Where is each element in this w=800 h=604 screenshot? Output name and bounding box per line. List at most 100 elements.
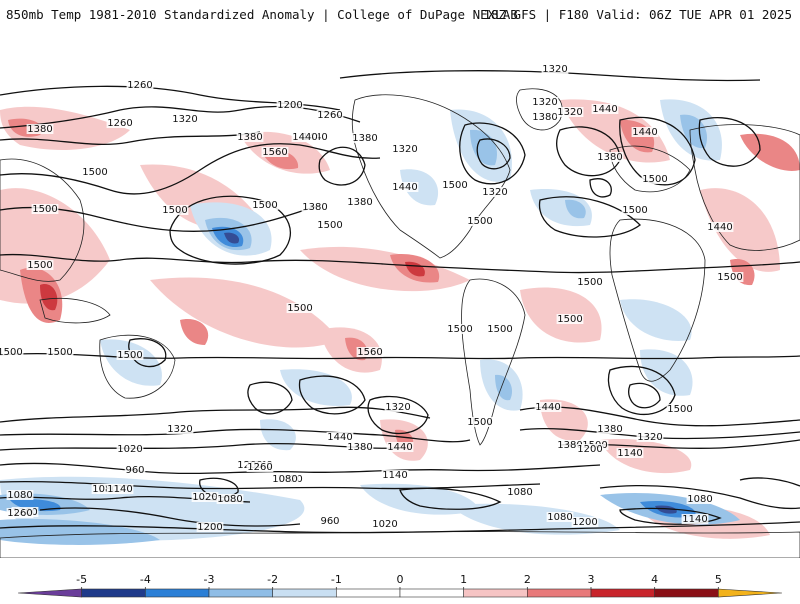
contour-label-bg	[706, 222, 734, 232]
height-contour	[298, 375, 366, 415]
contour-label-bg	[161, 205, 189, 215]
contour-label: 1500	[162, 205, 187, 216]
contour-label-bg	[286, 303, 314, 313]
contour-label: 1320	[557, 107, 582, 118]
australia-coast	[99, 334, 176, 399]
contour-label: 1500	[577, 277, 602, 288]
contour-label: 1200	[577, 444, 602, 455]
height-contour	[459, 122, 526, 185]
contour-label: 1500	[487, 324, 512, 335]
contour-label-bg	[251, 200, 279, 210]
contour-label: 1380	[532, 112, 557, 123]
contour-label: 1500	[252, 200, 277, 211]
contour-label-bg	[316, 220, 344, 230]
contour-label: 1380	[352, 133, 377, 144]
height-contour	[0, 352, 800, 360]
contour-label: 1500	[27, 260, 52, 271]
contour-label: 1080	[687, 494, 712, 505]
contour-label-bg	[686, 494, 714, 504]
height-contour	[0, 462, 601, 475]
height-contour	[0, 406, 431, 423]
contour-label-bg	[631, 127, 659, 137]
contour-label-bg	[276, 100, 304, 110]
warm-anomaly-region	[700, 188, 780, 272]
contour-label-bg	[481, 187, 509, 197]
contour-label: 1200	[197, 522, 222, 533]
contour-label: 1320	[172, 114, 197, 125]
cool-anomaly-region	[10, 499, 61, 512]
cool-anomaly-region	[260, 419, 296, 451]
contour-label-bg	[381, 470, 409, 480]
greenland-coast	[516, 88, 563, 131]
contour-label-bg	[126, 80, 154, 90]
contour-label-bg	[446, 324, 474, 334]
colorbar-segment	[81, 588, 146, 598]
contour-label: 1500	[317, 220, 342, 231]
height-contour	[39, 507, 301, 527]
contour-label: 1380	[597, 424, 622, 435]
colorbar-segment	[399, 588, 464, 598]
colorbar-segment	[654, 588, 719, 598]
contour-label: 1440	[292, 132, 317, 143]
contour-label-bg	[271, 474, 299, 484]
colorbar-tick-label: 2	[524, 573, 531, 586]
contour-label: 1080	[217, 494, 242, 505]
contour-label: 1140	[682, 514, 707, 525]
contour-label-bg	[596, 152, 624, 162]
contour-label: 1440	[592, 104, 617, 115]
colorbar-segment	[272, 588, 337, 598]
contour-label: 1320	[532, 97, 557, 108]
contour-label: 1020	[372, 519, 397, 530]
contour-label-bg	[31, 204, 59, 214]
contour-label: 1500	[467, 216, 492, 227]
height-contour	[599, 484, 800, 510]
contour-label: 1080	[547, 512, 572, 523]
contour-label: 1500	[287, 303, 312, 314]
cool-anomaly-region	[640, 349, 693, 396]
contour-label: 1320	[482, 187, 507, 198]
contour-label-bg	[534, 402, 562, 412]
contour-label-bg	[0, 347, 24, 357]
colorbar-segment	[17, 588, 82, 598]
contour-label-bg	[391, 182, 419, 192]
contour-label-bg	[576, 444, 604, 454]
contour-label-bg	[466, 216, 494, 226]
cool-anomaly-region	[100, 339, 162, 386]
contour-label: 1500	[447, 324, 472, 335]
map-title: 850mb Temp 1981-2010 Standardized Anomal…	[6, 7, 518, 22]
height-contour	[739, 477, 800, 487]
contour-label-bg	[196, 522, 224, 532]
contour-label-bg	[326, 432, 354, 442]
contour-label-bg	[6, 508, 34, 518]
contour-label-bg	[541, 64, 569, 74]
contour-label: 1500	[47, 347, 72, 358]
contour-labels: 1320126012001320126013801260132013801440…	[0, 64, 744, 533]
contour-label: 1020	[192, 492, 217, 503]
height-contour	[318, 146, 366, 186]
colorbar-tick-label: 4	[651, 573, 658, 586]
height-contour	[698, 116, 761, 167]
colorbar-segment	[527, 588, 592, 598]
colorbar-segment	[463, 588, 528, 598]
contour-label-bg	[291, 132, 319, 142]
contour-label: 1140	[382, 470, 407, 481]
contour-label: 1380	[347, 197, 372, 208]
contour-label: 1380	[557, 440, 582, 451]
contour-label: 1440	[535, 402, 560, 413]
contour-label-bg	[466, 417, 494, 427]
cool-anomaly-region	[224, 232, 240, 244]
contour-label: 1500	[557, 314, 582, 325]
colorbar-segment	[145, 588, 210, 598]
contour-label: 960	[320, 516, 339, 527]
contour-label: 1320	[637, 432, 662, 443]
maritime-continent-coast	[39, 297, 111, 324]
contour-label-bg	[596, 424, 624, 434]
height-contour	[538, 196, 641, 238]
cool-anomaly-region	[565, 199, 586, 219]
contour-label-bg	[506, 487, 534, 497]
contour-label-bg	[546, 512, 574, 522]
colorbar: -5 -4 -3 -2 -1 0 1 2 3 4 5	[0, 562, 800, 600]
height-contour	[128, 338, 167, 368]
contour-label: 1260	[317, 110, 342, 121]
height-contour	[367, 395, 429, 435]
